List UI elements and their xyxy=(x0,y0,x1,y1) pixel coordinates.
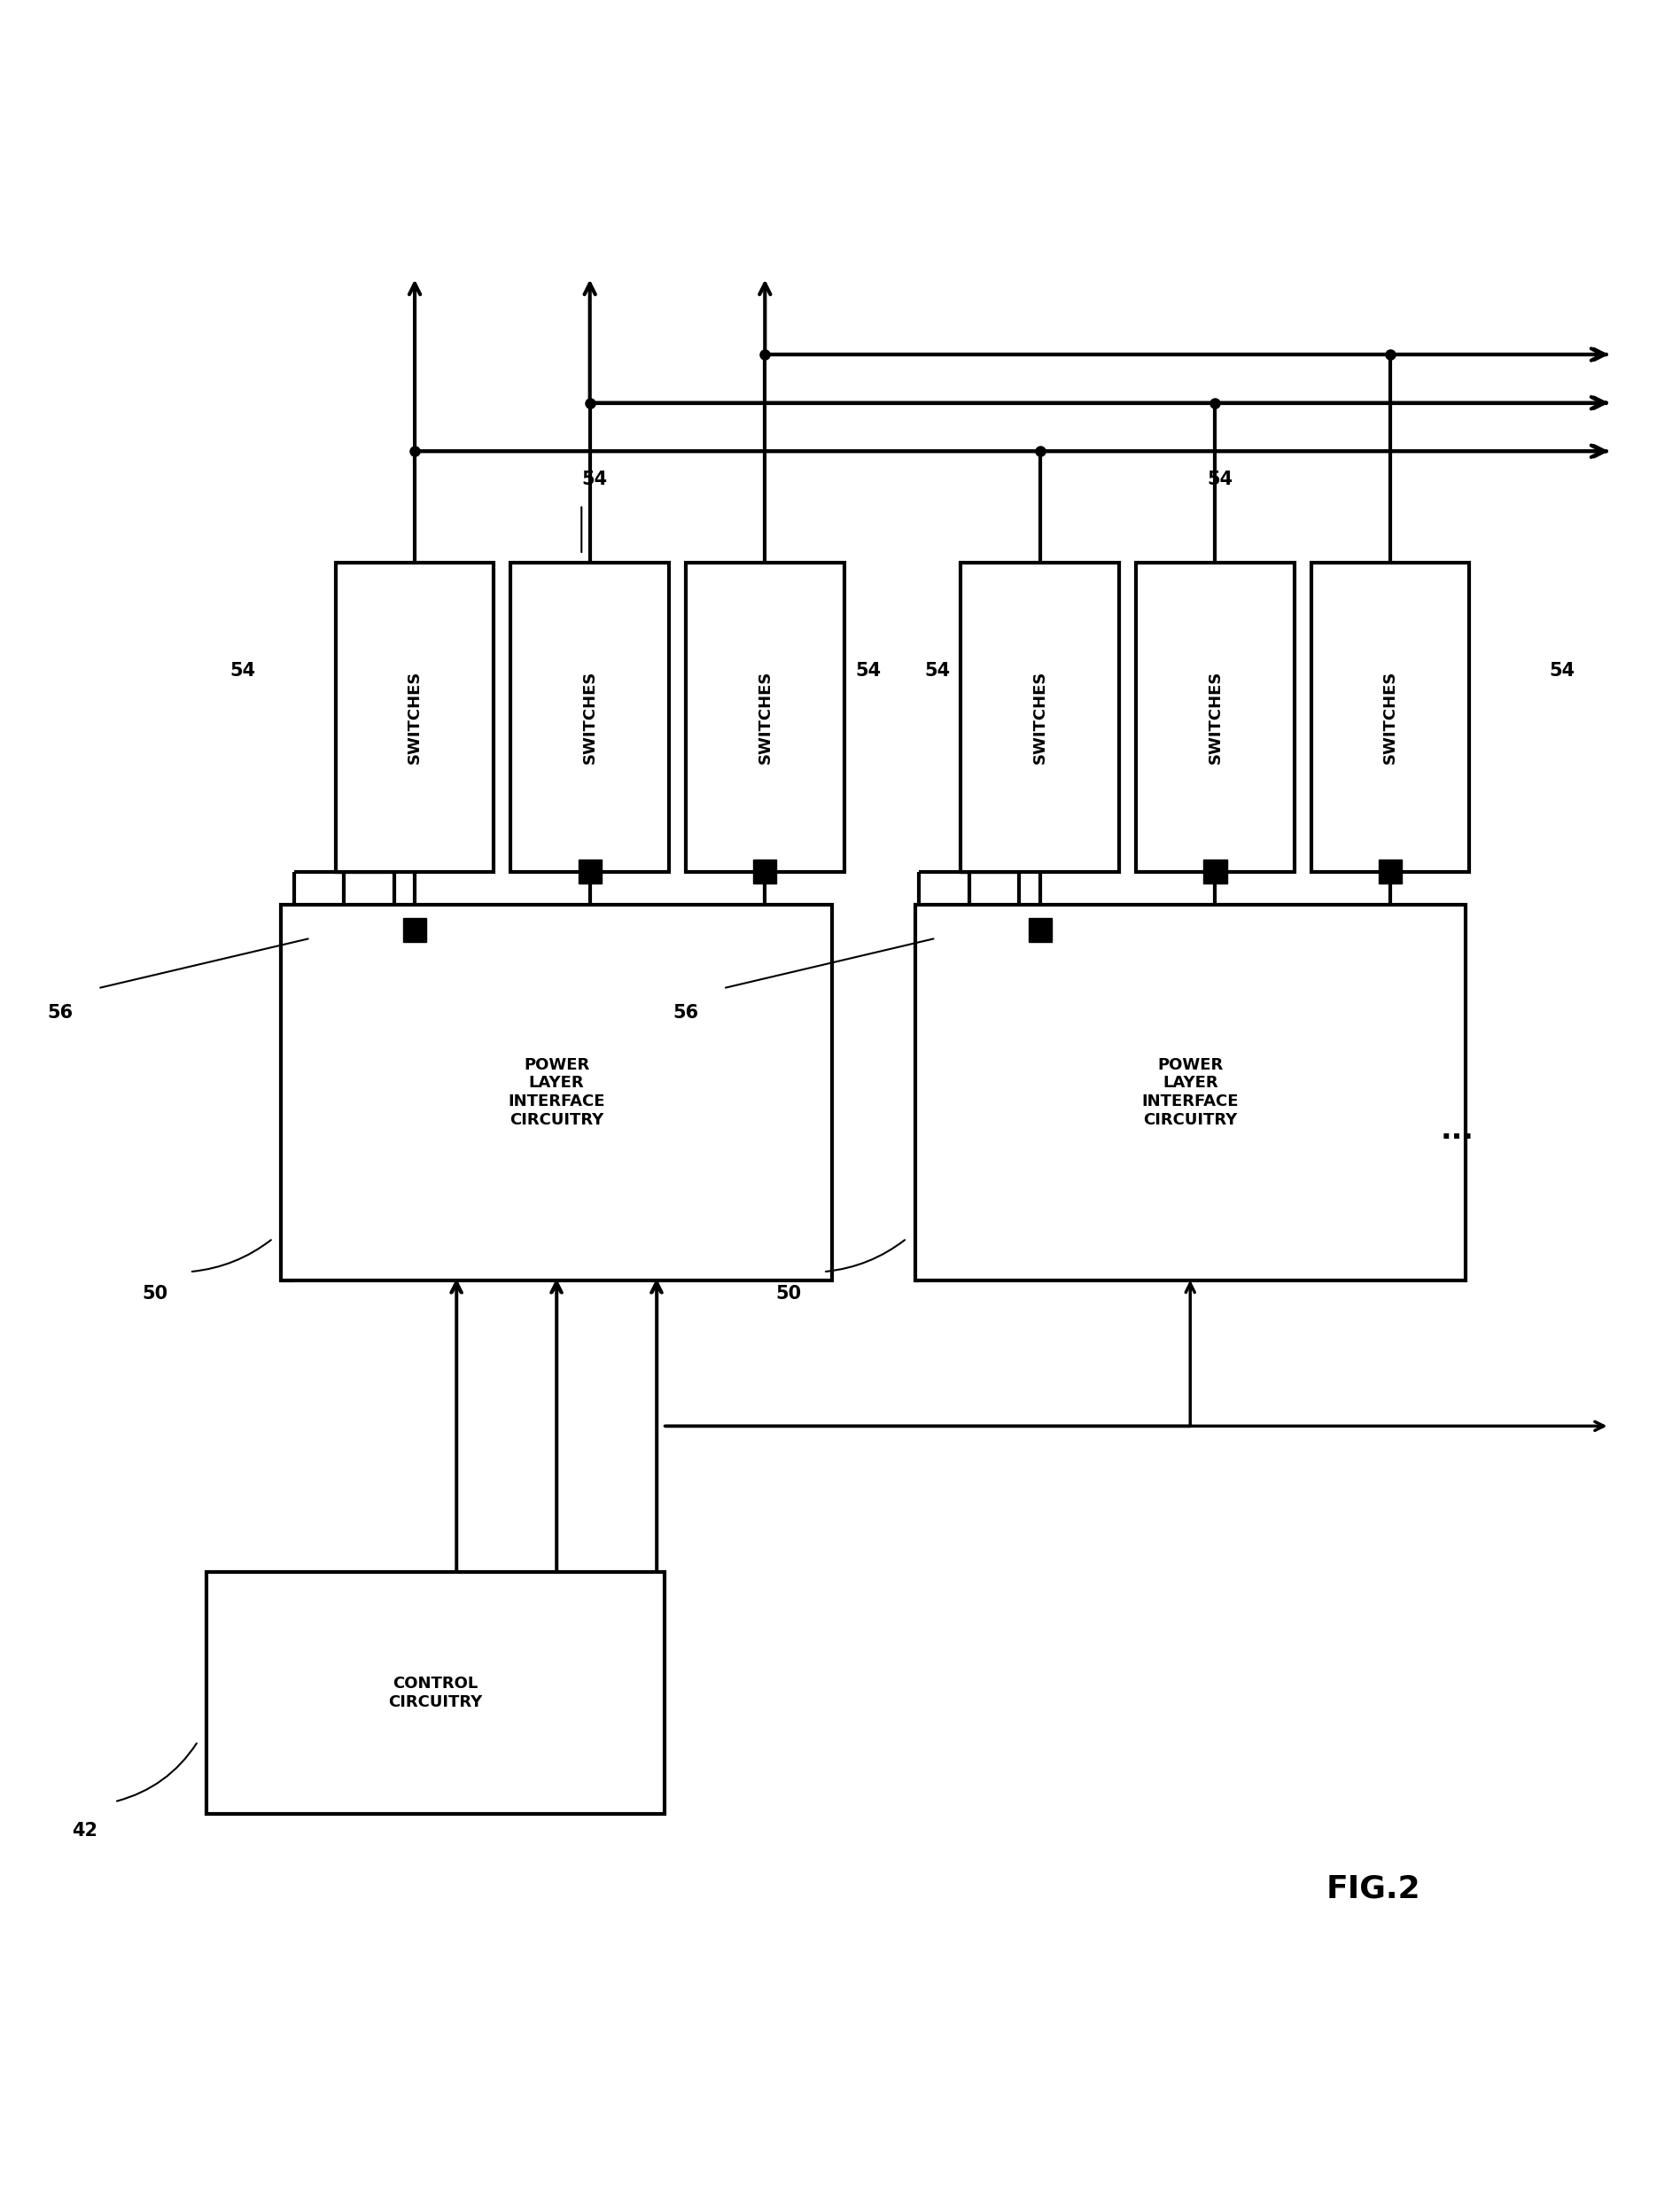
Text: SWITCHES: SWITCHES xyxy=(758,670,773,765)
Bar xyxy=(961,564,1119,871)
Bar xyxy=(578,860,601,884)
Text: SWITCHES: SWITCHES xyxy=(1032,670,1048,765)
Bar xyxy=(281,904,832,1280)
Text: SWITCHES: SWITCHES xyxy=(407,670,423,765)
Bar xyxy=(1379,860,1403,884)
Bar xyxy=(336,564,494,871)
Bar xyxy=(1310,564,1470,871)
Bar xyxy=(753,860,776,884)
Text: 54: 54 xyxy=(581,471,606,488)
Text: 54: 54 xyxy=(1549,663,1576,681)
Bar xyxy=(207,1571,665,1814)
Bar xyxy=(1028,917,1052,941)
Bar xyxy=(1203,860,1226,884)
Text: SWITCHES: SWITCHES xyxy=(1383,670,1398,765)
Text: FIG.2: FIG.2 xyxy=(1327,1874,1421,1905)
Text: POWER
LAYER
INTERFACE
CIRCUITRY: POWER LAYER INTERFACE CIRCUITRY xyxy=(507,1056,605,1127)
Bar xyxy=(511,564,669,871)
Bar xyxy=(403,917,427,941)
Text: SWITCHES: SWITCHES xyxy=(1208,670,1223,765)
Text: 54: 54 xyxy=(855,663,880,681)
Text: 50: 50 xyxy=(776,1284,801,1302)
Text: ...: ... xyxy=(1440,1116,1473,1145)
Bar xyxy=(916,904,1465,1280)
Text: 56: 56 xyxy=(47,1003,72,1023)
Text: CONTROL
CIRCUITRY: CONTROL CIRCUITRY xyxy=(388,1675,482,1711)
Text: 42: 42 xyxy=(72,1821,97,1839)
Text: 54: 54 xyxy=(230,663,255,681)
Text: POWER
LAYER
INTERFACE
CIRCUITRY: POWER LAYER INTERFACE CIRCUITRY xyxy=(1142,1056,1238,1127)
Bar xyxy=(1136,564,1295,871)
Bar xyxy=(685,564,843,871)
Text: 54: 54 xyxy=(924,663,949,681)
Text: SWITCHES: SWITCHES xyxy=(581,670,598,765)
Text: 54: 54 xyxy=(1206,471,1233,488)
Text: 56: 56 xyxy=(672,1003,699,1023)
Text: 50: 50 xyxy=(143,1284,168,1302)
